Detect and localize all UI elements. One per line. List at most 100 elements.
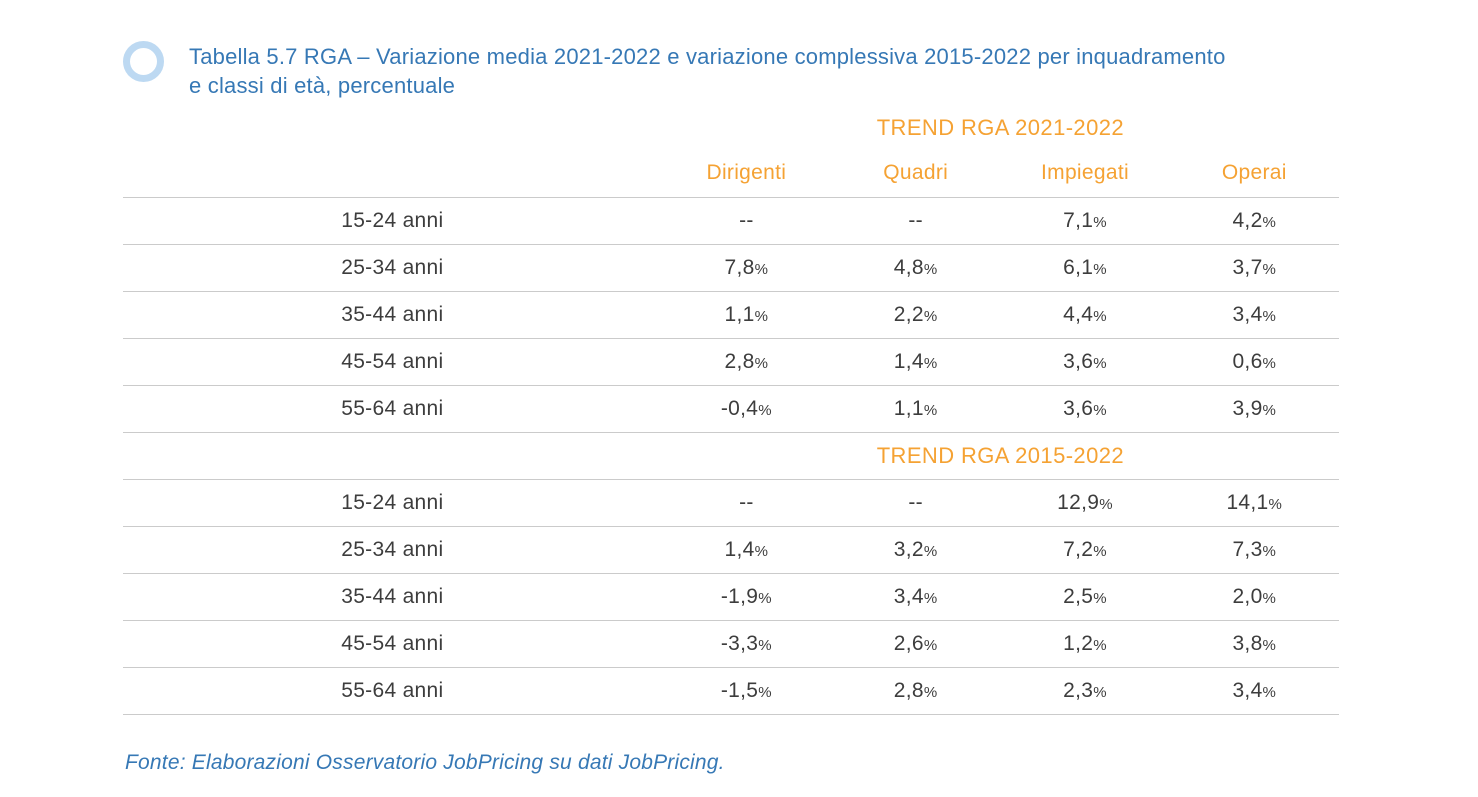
table-row: 25-34 anni 7,8% 4,8% 6,1% 3,7% bbox=[123, 244, 1339, 292]
table-caption: Tabella 5.7 RGA – Variazione media 2021-… bbox=[123, 40, 1226, 100]
table-row: 45-54 anni 2,8% 1,4% 3,6% 0,6% bbox=[123, 338, 1339, 386]
value-cell: -1,9% bbox=[661, 573, 832, 621]
value-cell: -- bbox=[831, 479, 1001, 527]
value-cell: 1,4% bbox=[661, 526, 832, 574]
age-class-label: 25-34 anni bbox=[123, 244, 662, 292]
percent-sign: % bbox=[754, 260, 769, 278]
section-heading-1: TREND RGA 2021-2022 bbox=[876, 115, 1124, 140]
value-cell: 4,2% bbox=[1169, 197, 1339, 245]
percent-sign: % bbox=[923, 683, 938, 701]
value-cell: -0,4% bbox=[661, 385, 832, 433]
value-cell: 2,5% bbox=[1000, 573, 1170, 621]
value-cell: 2,8% bbox=[831, 667, 1001, 715]
value-cell: 3,4% bbox=[1169, 291, 1339, 339]
column-header: Quadri bbox=[831, 150, 1001, 198]
percent-sign: % bbox=[923, 260, 938, 278]
percent-sign: % bbox=[758, 401, 772, 419]
percent-sign: % bbox=[1262, 213, 1277, 231]
rga-data-table: TREND RGA 2021-2022 Dirigenti Quadri Impie… bbox=[123, 106, 1339, 715]
value-cell: 14,1% bbox=[1169, 479, 1339, 527]
value-cell: 1,1% bbox=[831, 385, 1001, 433]
percent-sign: % bbox=[923, 354, 938, 372]
value-cell: -3,3% bbox=[661, 620, 832, 668]
age-class-label: 45-54 anni bbox=[123, 338, 662, 386]
caption-line-1: Tabella 5.7 RGA – Variazione media 2021-… bbox=[189, 44, 1226, 69]
value-cell: 3,4% bbox=[831, 573, 1001, 621]
percent-sign: % bbox=[1099, 495, 1113, 513]
percent-sign: % bbox=[923, 636, 938, 654]
percent-sign: % bbox=[1093, 213, 1107, 231]
value-cell: 2,3% bbox=[1000, 667, 1170, 715]
percent-sign: % bbox=[1262, 636, 1277, 654]
source-note: Fonte: Elaborazioni Osservatorio JobPric… bbox=[125, 751, 725, 774]
caption-line-2: e classi di età, percentuale bbox=[189, 73, 456, 98]
table-row: 45-54 anni -3,3% 2,6% 1,2% 3,8% bbox=[123, 620, 1339, 668]
table-row: 25-34 anni 1,4% 3,2% 7,2% 7,3% bbox=[123, 526, 1339, 574]
percent-sign: % bbox=[1262, 354, 1277, 372]
section-heading-row-1: TREND RGA 2021-2022 bbox=[123, 106, 1339, 150]
value-cell: 2,0% bbox=[1169, 573, 1339, 621]
age-class-label: 35-44 anni bbox=[123, 573, 662, 621]
value-cell: 3,6% bbox=[1000, 338, 1170, 386]
percent-sign: % bbox=[1262, 683, 1277, 701]
value-cell: 3,6% bbox=[1000, 385, 1170, 433]
spacer-cell bbox=[123, 106, 662, 150]
percent-sign: % bbox=[1262, 307, 1277, 325]
value-cell: 7,8% bbox=[661, 244, 832, 292]
percent-sign: % bbox=[1093, 401, 1107, 419]
spacer-cell bbox=[123, 150, 662, 198]
value-cell: 1,2% bbox=[1000, 620, 1170, 668]
value-cell: 0,6% bbox=[1169, 338, 1339, 386]
value-cell: 3,8% bbox=[1169, 620, 1339, 668]
table-row: 15-24 anni -- -- 12,9% 14,1% bbox=[123, 479, 1339, 527]
percent-sign: % bbox=[1093, 542, 1107, 560]
percent-sign: % bbox=[1262, 589, 1277, 607]
percent-sign: % bbox=[758, 589, 772, 607]
value-cell: 4,8% bbox=[831, 244, 1001, 292]
value-cell: 7,1% bbox=[1000, 197, 1170, 245]
age-class-label: 25-34 anni bbox=[123, 526, 662, 574]
percent-sign: % bbox=[1093, 307, 1107, 325]
section-heading-2: TREND RGA 2015-2022 bbox=[661, 432, 1339, 480]
value-cell: 1,4% bbox=[831, 338, 1001, 386]
percent-sign: % bbox=[754, 542, 769, 560]
age-class-label: 35-44 anni bbox=[123, 291, 662, 339]
bullet-ring-icon bbox=[123, 41, 164, 82]
table-row: 15-24 anni -- -- 7,1% 4,2% bbox=[123, 197, 1339, 245]
value-cell: 3,7% bbox=[1169, 244, 1339, 292]
percent-sign: % bbox=[758, 683, 772, 701]
value-cell: 7,2% bbox=[1000, 526, 1170, 574]
column-header-row: Dirigenti Quadri Impiegati Operai bbox=[123, 150, 1339, 198]
value-cell: 3,9% bbox=[1169, 385, 1339, 433]
spacer-cell bbox=[123, 432, 662, 480]
value-cell: -- bbox=[661, 479, 832, 527]
table-row: 55-64 anni -0,4% 1,1% 3,6% 3,9% bbox=[123, 385, 1339, 433]
percent-sign: % bbox=[1262, 542, 1277, 560]
percent-sign: % bbox=[923, 307, 938, 325]
percent-sign: % bbox=[1262, 401, 1277, 419]
value-cell: 1,1% bbox=[661, 291, 832, 339]
age-class-label: 15-24 anni bbox=[123, 197, 662, 245]
age-class-label: 45-54 anni bbox=[123, 620, 662, 668]
value-cell: 2,8% bbox=[661, 338, 832, 386]
column-header: Dirigenti bbox=[661, 150, 832, 198]
age-class-label: 55-64 anni bbox=[123, 667, 662, 715]
percent-sign: % bbox=[1093, 354, 1107, 372]
value-cell: 3,4% bbox=[1169, 667, 1339, 715]
value-cell: -- bbox=[831, 197, 1001, 245]
percent-sign: % bbox=[754, 307, 769, 325]
column-header: Operai bbox=[1169, 150, 1339, 198]
age-class-label: 55-64 anni bbox=[123, 385, 662, 433]
section-heading-row-2: TREND RGA 2015-2022 bbox=[123, 432, 1339, 480]
percent-sign: % bbox=[1268, 495, 1283, 513]
value-cell: 7,3% bbox=[1169, 526, 1339, 574]
value-cell: 2,2% bbox=[831, 291, 1001, 339]
table-row: 55-64 anni -1,5% 2,8% 2,3% 3,4% bbox=[123, 667, 1339, 715]
percent-sign: % bbox=[1093, 589, 1107, 607]
percent-sign: % bbox=[758, 636, 772, 654]
value-cell: -1,5% bbox=[661, 667, 832, 715]
value-cell: 6,1% bbox=[1000, 244, 1170, 292]
value-cell: 2,6% bbox=[831, 620, 1001, 668]
percent-sign: % bbox=[923, 589, 938, 607]
percent-sign: % bbox=[754, 354, 769, 372]
